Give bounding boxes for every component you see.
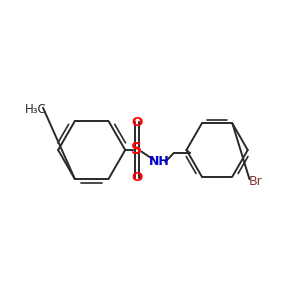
Text: H₃C: H₃C [25,103,46,116]
Text: Br: Br [249,175,263,188]
Text: O: O [131,171,142,184]
Text: O: O [131,116,142,129]
Text: S: S [131,142,142,158]
Text: NH: NH [148,154,169,168]
